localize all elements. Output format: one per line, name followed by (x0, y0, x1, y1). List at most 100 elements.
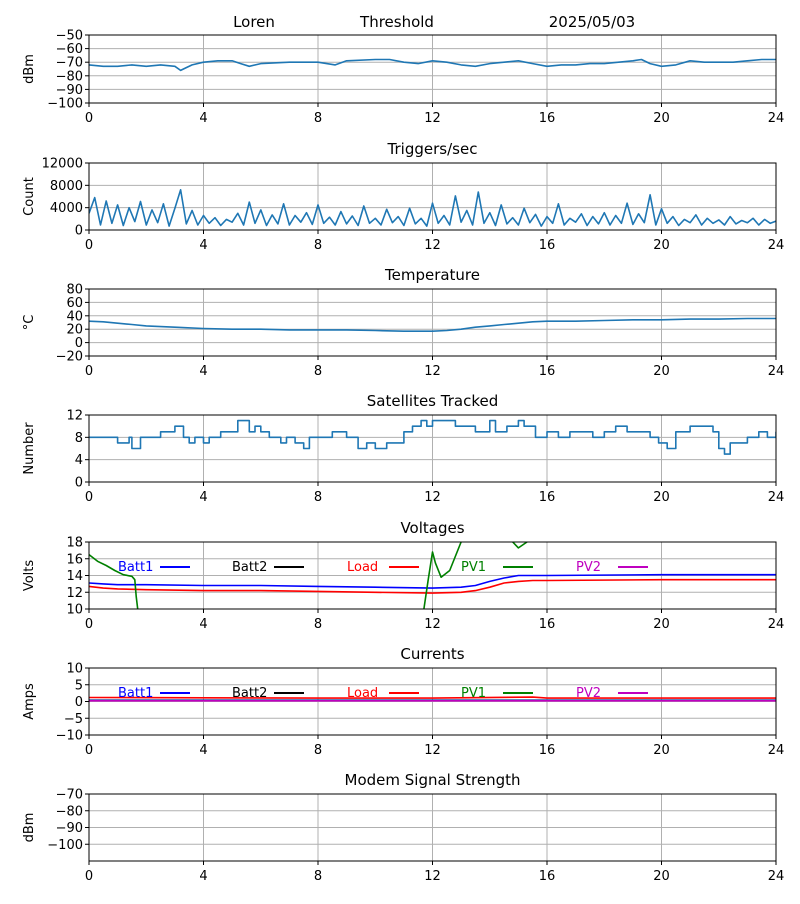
x-tick-label: 0 (85, 238, 93, 253)
x-tick-label: 24 (768, 490, 785, 505)
x-tick-label: 12 (424, 617, 441, 632)
x-tick-label: 20 (653, 490, 670, 505)
legend-label-pv1: PV1 (461, 560, 486, 575)
y-tick-label: −10 (56, 729, 83, 744)
x-tick-label: 8 (314, 111, 322, 126)
legend-label-batt2: Batt2 (232, 560, 267, 575)
header-mode: Threshold (359, 13, 434, 31)
legend-label-pv1: PV1 (461, 686, 486, 701)
x-tick-label: 12 (424, 743, 441, 758)
y-tick-label: 20 (66, 323, 83, 338)
x-tick-label: 0 (85, 111, 93, 126)
panel-title: Temperature (384, 266, 480, 284)
x-tick-label: 8 (314, 364, 322, 379)
header-station: Loren (233, 13, 275, 31)
series-line-satellites (89, 419, 776, 455)
x-tick-label: 0 (85, 617, 93, 632)
y-tick-label: 0 (75, 476, 83, 491)
y-axis-label: °C (22, 315, 37, 331)
x-tick-label: 16 (539, 617, 556, 632)
x-tick-label: 16 (539, 490, 556, 505)
y-tick-label: 10 (66, 662, 83, 677)
y-tick-label: 16 (66, 552, 83, 567)
y-tick-label: −50 (56, 29, 83, 44)
y-tick-label: 80 (66, 283, 83, 298)
x-tick-label: 24 (768, 743, 785, 758)
legend-label-batt1: Batt1 (118, 560, 153, 575)
x-tick-label: 4 (199, 869, 207, 884)
y-tick-label: −90 (56, 83, 83, 98)
y-tick-label: −100 (47, 838, 83, 853)
y-tick-label: −80 (56, 804, 83, 819)
x-tick-label: 24 (768, 111, 785, 126)
y-axis-label: Volts (22, 560, 37, 592)
y-tick-label: 8 (75, 431, 83, 446)
series-line-load (89, 696, 776, 699)
x-tick-label: 4 (199, 364, 207, 379)
panel-title: Modem Signal Strength (345, 771, 521, 789)
legend-label-batt1: Batt1 (118, 686, 153, 701)
series-line-pv1 (423, 542, 462, 609)
x-tick-label: 8 (314, 238, 322, 253)
x-tick-label: 20 (653, 869, 670, 884)
x-tick-label: 0 (85, 364, 93, 379)
y-tick-label: −60 (56, 42, 83, 57)
panel-title: Currents (400, 645, 464, 663)
y-tick-label: 4000 (50, 201, 83, 216)
series-line-load (89, 578, 776, 594)
series-line-pv1 (512, 542, 528, 549)
x-tick-label: 12 (424, 111, 441, 126)
y-tick-label: −20 (56, 350, 83, 365)
y-tick-label: 0 (75, 336, 83, 351)
x-tick-label: 8 (314, 743, 322, 758)
y-tick-label: 5 (75, 678, 83, 693)
x-tick-label: 4 (199, 617, 207, 632)
x-tick-label: 24 (768, 238, 785, 253)
series-line-triggers (89, 189, 776, 227)
panel-title: Triggers/sec (387, 140, 478, 158)
y-axis-label: Amps (22, 683, 37, 720)
x-tick-label: 12 (424, 364, 441, 379)
panel-title: Satellites Tracked (367, 392, 498, 410)
x-tick-label: 0 (85, 490, 93, 505)
header-date: 2025/05/03 (549, 13, 635, 31)
y-tick-label: 60 (66, 296, 83, 311)
x-tick-label: 20 (653, 238, 670, 253)
x-tick-label: 16 (539, 238, 556, 253)
x-tick-label: 8 (314, 869, 322, 884)
x-tick-label: 0 (85, 869, 93, 884)
x-tick-label: 20 (653, 111, 670, 126)
y-tick-label: −80 (56, 69, 83, 84)
series-line-temperature (89, 317, 776, 332)
y-tick-label: 18 (66, 536, 83, 551)
x-tick-label: 0 (85, 743, 93, 758)
x-tick-label: 24 (768, 869, 785, 884)
y-tick-label: −90 (56, 821, 83, 836)
x-tick-label: 20 (653, 364, 670, 379)
series-line-rssi (89, 58, 776, 72)
x-tick-label: 16 (539, 743, 556, 758)
x-tick-label: 16 (539, 111, 556, 126)
legend-label-pv2: PV2 (576, 686, 601, 701)
y-axis-label: Number (22, 422, 37, 475)
y-tick-label: 14 (66, 569, 83, 584)
legend-label-pv2: PV2 (576, 560, 601, 575)
y-tick-label: 40 (66, 309, 83, 324)
y-tick-label: 4 (75, 453, 83, 468)
y-axis-label: dBm (22, 813, 37, 843)
legend-label-load: Load (347, 686, 378, 701)
y-tick-label: −100 (47, 97, 83, 112)
panel-title: Voltages (400, 519, 464, 537)
x-tick-label: 12 (424, 869, 441, 884)
legend-label-batt2: Batt2 (232, 686, 267, 701)
x-tick-label: 12 (424, 238, 441, 253)
y-tick-label: 12 (66, 409, 83, 424)
x-tick-label: 24 (768, 364, 785, 379)
x-tick-label: 16 (539, 364, 556, 379)
series-line-batt1 (89, 573, 776, 589)
y-tick-label: 10 (66, 603, 83, 618)
x-tick-label: 16 (539, 869, 556, 884)
x-tick-label: 20 (653, 743, 670, 758)
x-tick-label: 8 (314, 490, 322, 505)
